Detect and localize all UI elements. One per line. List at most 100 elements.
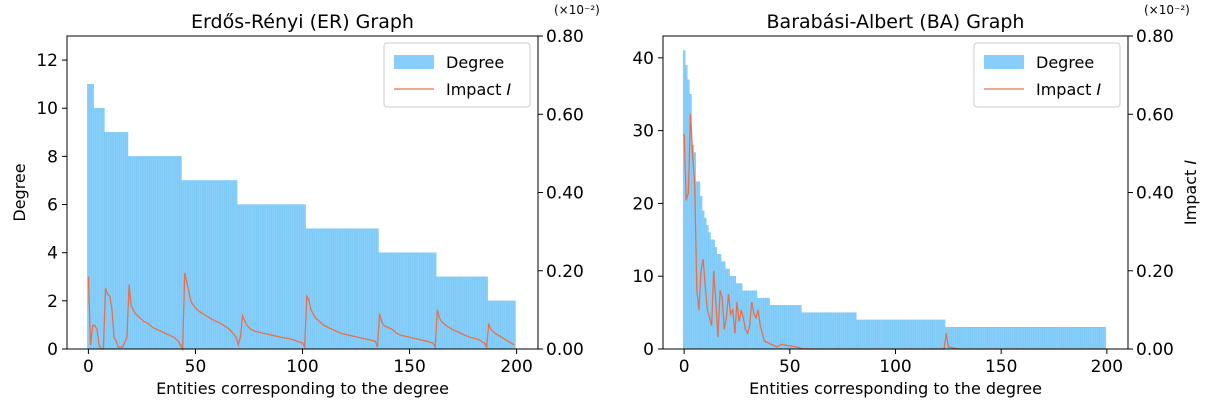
degree-bar <box>226 180 229 350</box>
degree-bar <box>168 156 171 350</box>
y2-tick-label: 0.20 <box>1136 262 1174 282</box>
degree-bar <box>1099 327 1102 350</box>
degree-bar <box>215 180 219 350</box>
degree-bar <box>262 204 266 350</box>
degree-bar <box>966 327 969 350</box>
degree-bar <box>746 290 749 350</box>
degree-bar <box>1082 327 1085 350</box>
degree-bar <box>386 252 390 350</box>
y-tick-label: 8 <box>47 147 58 167</box>
degree-bar <box>691 145 694 350</box>
degree-bar <box>243 204 246 350</box>
degree-bar <box>780 305 783 350</box>
degree-bar <box>987 327 990 350</box>
degree-bar <box>826 312 830 350</box>
degree-bar <box>100 108 103 350</box>
degree-bar <box>767 297 770 350</box>
degree-bar <box>493 300 497 350</box>
degree-bar <box>1042 327 1045 350</box>
degree-bar <box>106 132 109 350</box>
y-tick-label: 30 <box>632 122 654 142</box>
y-tick-label: 0 <box>643 340 654 360</box>
degree-bar <box>196 180 199 350</box>
degree-bar <box>337 228 341 350</box>
degree-bar <box>249 204 253 350</box>
degree-bar <box>162 156 165 350</box>
degree-bar <box>887 319 891 350</box>
degree-bar <box>926 319 929 350</box>
degree-bar <box>93 108 97 350</box>
degree-bar <box>222 180 225 350</box>
degree-bar <box>733 276 737 350</box>
degree-bar <box>147 156 150 350</box>
degree-bar <box>1010 327 1013 350</box>
degree-bar <box>132 156 135 350</box>
degree-bar <box>466 276 469 350</box>
degree-bar <box>489 300 493 350</box>
y-tick-label: 0 <box>47 340 58 360</box>
degree-bar <box>906 319 910 350</box>
degree-bar <box>311 228 315 350</box>
degree-bar <box>980 327 984 350</box>
degree-bar <box>1078 327 1081 350</box>
degree-bar <box>1084 327 1087 350</box>
degree-bar <box>483 276 486 350</box>
chart-title: Barabási-Albert (BA) Graph <box>767 11 1025 33</box>
degree-bar <box>307 228 311 350</box>
x-tick-label: 150 <box>985 357 1017 377</box>
degree-bar <box>408 252 411 350</box>
degree-bar <box>294 204 298 350</box>
degree-bar <box>279 204 283 350</box>
degree-bar <box>685 64 688 350</box>
degree-bar <box>224 180 227 350</box>
degree-bar <box>775 305 779 350</box>
degree-bar <box>260 204 264 350</box>
degree-bar <box>921 319 925 350</box>
degree-bar <box>934 319 937 350</box>
degree-bar <box>978 327 982 350</box>
degree-bar <box>177 156 180 350</box>
degree-bar <box>754 290 758 350</box>
degree-bar <box>841 312 844 350</box>
degree-bar <box>845 312 849 350</box>
degree-bar <box>123 132 127 350</box>
degree-bar <box>121 132 124 350</box>
degree-bar <box>892 319 895 350</box>
degree-bar <box>995 327 999 350</box>
degree-bar <box>879 319 882 350</box>
degree-bar <box>822 312 825 350</box>
degree-bar <box>687 79 690 350</box>
degree-bar <box>904 319 908 350</box>
degree-bar <box>419 252 422 350</box>
y-tick-label: 40 <box>632 49 654 69</box>
degree-bar <box>972 327 975 350</box>
degree-bar <box>301 204 304 350</box>
degree-bar <box>723 261 726 350</box>
degree-bar <box>314 228 317 350</box>
degree-bar <box>144 156 148 350</box>
degree-bar <box>457 276 461 350</box>
degree-bar <box>1059 327 1062 350</box>
degree-bar <box>108 132 112 350</box>
degree-bar <box>1021 327 1024 350</box>
degree-bar <box>805 312 808 350</box>
y-tick-label: 10 <box>36 99 58 119</box>
degree-bar <box>915 319 918 350</box>
legend: Degree Impact I <box>383 42 531 108</box>
degree-bar <box>130 156 133 350</box>
degree-bar <box>155 156 159 350</box>
legend-swatch-degree <box>394 55 434 69</box>
degree-bar <box>157 156 161 350</box>
degree-bar <box>807 312 811 350</box>
degree-bar <box>354 228 358 350</box>
degree-bar <box>138 156 142 350</box>
degree-bar <box>816 312 819 350</box>
degree-bar <box>813 312 817 350</box>
degree-bar <box>999 327 1003 350</box>
degree-bar <box>365 228 368 350</box>
y-tick-label: 2 <box>47 292 58 312</box>
degree-bar <box>868 319 872 350</box>
degree-bar <box>949 327 952 350</box>
degree-bar <box>414 252 418 350</box>
degree-bar <box>258 204 261 350</box>
